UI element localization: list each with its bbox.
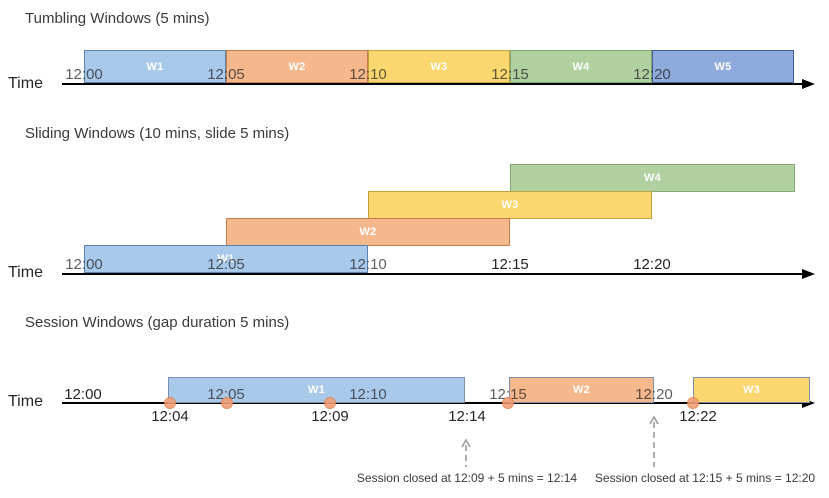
sliding-window-w3: W3 (368, 191, 652, 219)
tumbling-timeline-axis (62, 83, 806, 85)
sliding-window-w1: W1 (84, 245, 368, 273)
session-tick-12-20: 12:20 (635, 386, 673, 403)
sliding-title: Sliding Windows (10 mins, slide 5 mins) (25, 125, 290, 142)
session-close-arrow-1 (461, 438, 471, 467)
window-label: W3 (501, 199, 519, 211)
window-label: W4 (643, 172, 662, 184)
session-axis-arrowhead-icon (802, 398, 815, 408)
session-title: Session Windows (gap duration 5 mins) (25, 314, 290, 331)
session-window-w1: W1 (168, 377, 465, 403)
sliding-tick-12-20: 12:20 (633, 256, 671, 273)
tumbling-title: Tumbling Windows (5 mins) (25, 10, 210, 27)
tumbling-tick-12-15: 12:15 (491, 66, 529, 83)
window-label: W1 (217, 253, 235, 265)
event-dot-12-06 (221, 397, 233, 409)
session-event-label-12-14: 12:14 (448, 408, 486, 425)
sliding-window-w4: W4 (510, 164, 795, 192)
session-timeline-axis (62, 402, 806, 404)
tumbling-axis-arrowhead-icon (802, 79, 815, 89)
session-tick-12-00: 12:00 (64, 386, 102, 403)
sliding-timeline-axis (62, 273, 806, 275)
tumbling-window-w4: W4 (510, 50, 652, 83)
event-dot-12-15 (502, 397, 514, 409)
session-window-w3: W3 (693, 377, 810, 403)
tumbling-window-w2: W2 (226, 50, 368, 83)
tumbling-window-w5: W5 (652, 50, 794, 83)
window-label: W2 (572, 384, 591, 396)
sliding-window-w2: W2 (226, 218, 510, 246)
tumbling-window-w1: W1 (84, 50, 226, 83)
tumbling-window-w3: W3 (368, 50, 510, 83)
window-label: W5 (714, 60, 732, 73)
event-dot-12-09 (324, 397, 336, 409)
tumbling-tick-12-00: 12:00 (65, 66, 103, 83)
tumbling-tick-12-20: 12:20 (633, 66, 671, 83)
event-dot-12-22 (687, 397, 699, 409)
session-tick-12-15: 12:15 (489, 386, 527, 403)
sliding-tick-12-05: 12:05 (207, 256, 245, 273)
window-label: W3 (742, 384, 761, 396)
sliding-tick-12-15: 12:15 (491, 256, 529, 273)
sliding-axis-time-label: Time (8, 264, 43, 281)
window-label: W2 (288, 60, 306, 73)
window-label: W4 (572, 60, 590, 73)
tumbling-axis-time-label: Time (8, 75, 43, 92)
sliding-tick-12-00: 12:00 (65, 256, 103, 273)
window-label: W1 (307, 384, 326, 396)
session-event-label-12-04: 12:04 (151, 408, 189, 425)
session-event-label-12-22: 12:22 (679, 408, 717, 425)
session-axis-time-label: Time (8, 393, 43, 410)
session-event-label-12-09: 12:09 (311, 408, 349, 425)
tumbling-tick-12-05: 12:05 (207, 66, 245, 83)
session-close-annotation-1: Session closed at 12:09 + 5 mins = 12:14 (356, 471, 578, 485)
event-dot-12-04 (164, 397, 176, 409)
window-label: W2 (359, 226, 377, 238)
tumbling-tick-12-10: 12:10 (349, 66, 387, 83)
sliding-tick-12-10: 12:10 (349, 256, 387, 273)
window-label: W3 (430, 60, 448, 73)
window-label: W1 (146, 60, 164, 73)
session-close-arrow-2 (649, 415, 659, 467)
session-tick-12-10: 12:10 (349, 386, 387, 403)
sliding-axis-arrowhead-icon (802, 269, 815, 279)
session-close-annotation-2: Session closed at 12:15 + 5 mins = 12:20 (594, 471, 816, 485)
session-window-w2: W2 (509, 377, 654, 403)
session-tick-12-05: 12:05 (207, 386, 245, 403)
